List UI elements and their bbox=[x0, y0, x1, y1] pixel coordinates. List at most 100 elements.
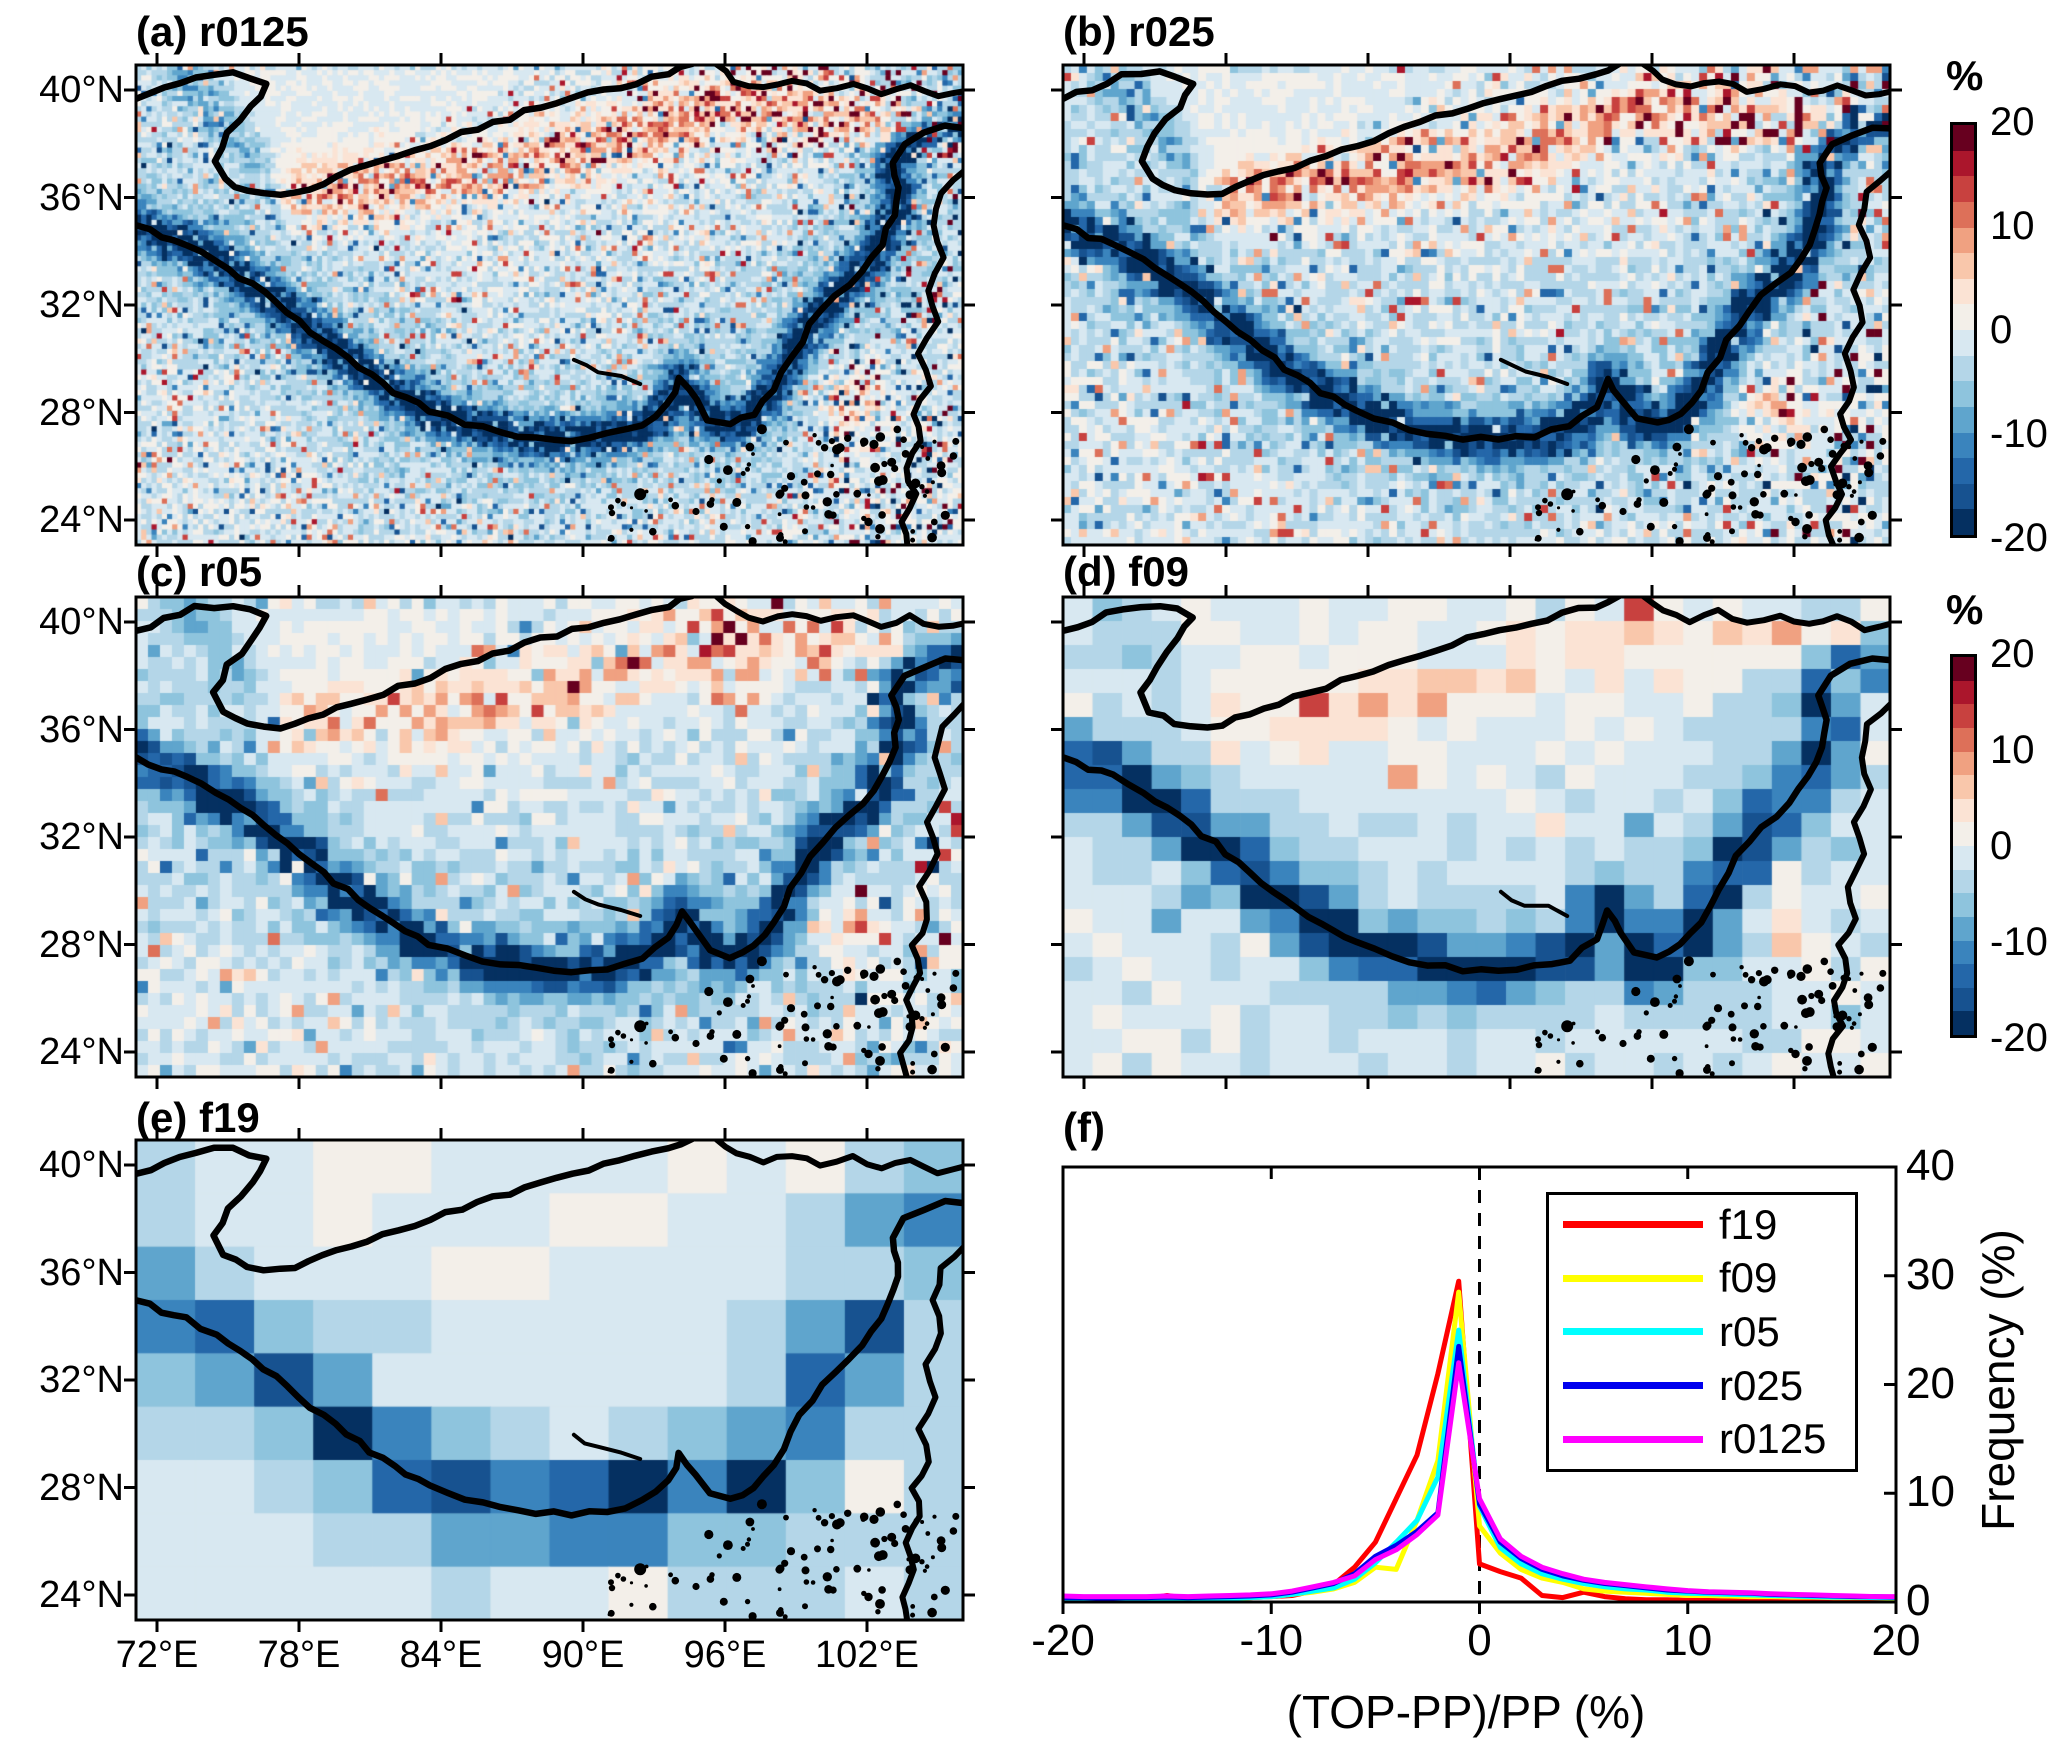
contour-dot bbox=[801, 1566, 810, 1575]
lon-tick-label: 90°E bbox=[541, 1634, 625, 1676]
contour-dot bbox=[930, 1012, 935, 1017]
lat-tick-label: 28°N bbox=[39, 1466, 124, 1509]
contour-dot bbox=[1788, 515, 1794, 522]
contour-dot bbox=[634, 1563, 647, 1576]
contour-dot bbox=[861, 515, 867, 522]
panel-b-title: (b) r025 bbox=[1063, 8, 1215, 55]
contour-dot bbox=[1739, 433, 1744, 438]
contour-dot bbox=[1547, 1033, 1554, 1039]
contour-dot bbox=[1788, 1047, 1794, 1054]
contour-dot bbox=[835, 443, 845, 453]
contour-dot bbox=[1849, 493, 1854, 498]
contour-dot bbox=[1837, 1069, 1843, 1075]
contour-dot bbox=[732, 1572, 742, 1582]
contour-dot bbox=[709, 1029, 715, 1035]
elevation-contour bbox=[571, 1432, 643, 1461]
contour-dot bbox=[853, 1021, 862, 1030]
contour-dot bbox=[1786, 969, 1796, 979]
legend-label: r05 bbox=[1719, 1307, 1780, 1355]
contour-dot bbox=[1576, 527, 1584, 536]
contour-dot bbox=[949, 452, 958, 460]
contour-dot bbox=[919, 484, 925, 490]
elevation-contour bbox=[136, 122, 963, 445]
contour-dot bbox=[1556, 527, 1561, 532]
contour-dot bbox=[1739, 965, 1744, 970]
elevation-contour bbox=[1640, 65, 1890, 99]
contour-dot bbox=[1832, 1022, 1842, 1032]
contour-dot bbox=[608, 1579, 614, 1586]
contour-dot bbox=[608, 1036, 614, 1043]
contour-dot bbox=[1598, 1033, 1607, 1042]
contour-dot bbox=[1797, 462, 1807, 473]
contour-dot bbox=[925, 456, 931, 461]
contour-dot bbox=[786, 1547, 796, 1556]
contour-dot bbox=[616, 1031, 621, 1036]
contour-dot bbox=[1879, 969, 1887, 977]
contour-dot bbox=[859, 1512, 869, 1522]
contour-dot bbox=[820, 1519, 829, 1527]
contour-dot bbox=[782, 1614, 788, 1620]
contour-dot bbox=[875, 1609, 881, 1615]
contour-dot bbox=[800, 1010, 808, 1018]
contour-dot bbox=[1757, 463, 1761, 468]
contour-dot bbox=[1659, 1029, 1669, 1039]
contour-dot bbox=[1859, 971, 1864, 976]
colorbar-segment bbox=[1953, 869, 1974, 894]
elevation-contour bbox=[136, 1197, 963, 1519]
contour-dot bbox=[775, 1565, 784, 1574]
contour-dot bbox=[1672, 442, 1682, 452]
contour-dot bbox=[1846, 1016, 1852, 1022]
contour-dot bbox=[629, 1581, 634, 1585]
contour-dot bbox=[922, 1568, 928, 1573]
contour-dot bbox=[924, 1564, 930, 1569]
contour-dot bbox=[833, 1023, 840, 1030]
contour-dot bbox=[1709, 539, 1715, 545]
colorbar-segment bbox=[1953, 704, 1974, 728]
contour-dot bbox=[1820, 957, 1829, 966]
contour-dot bbox=[1791, 1049, 1800, 1059]
contour-dot bbox=[744, 1055, 751, 1062]
lat-tick-label: 36°N bbox=[39, 1251, 124, 1294]
elevation-contour bbox=[1825, 700, 1890, 1077]
colorbar-segment bbox=[1953, 355, 1974, 382]
contour-dot bbox=[704, 986, 714, 997]
y-tick-label: 40 bbox=[1906, 1141, 1955, 1190]
contour-dot bbox=[803, 504, 810, 510]
contour-dot bbox=[1867, 510, 1877, 520]
contour-dot bbox=[1857, 1050, 1865, 1058]
contour-dot bbox=[704, 454, 714, 465]
contour-dot bbox=[740, 1546, 746, 1551]
colorbar-segment bbox=[1953, 893, 1974, 917]
contour-dot bbox=[616, 499, 621, 504]
contour-dot bbox=[716, 1010, 722, 1016]
contour-dot bbox=[1636, 1029, 1642, 1035]
contour-dot bbox=[692, 507, 700, 516]
x-axis-title: (TOP-PP)/PP (%) bbox=[1286, 1686, 1646, 1738]
contour-dot bbox=[937, 1000, 947, 1010]
contour-dot bbox=[1857, 480, 1862, 485]
contour-dot bbox=[800, 1553, 808, 1561]
colorbar-segment bbox=[1953, 125, 1974, 151]
colorbar-1 bbox=[1950, 122, 1977, 538]
contour-dot bbox=[1876, 984, 1885, 992]
contour-dot bbox=[900, 968, 907, 975]
contour-dot bbox=[901, 1525, 910, 1533]
contour-dot bbox=[1751, 510, 1760, 519]
contour-dot bbox=[1762, 975, 1772, 985]
contour-dot bbox=[745, 1541, 750, 1547]
contour-dot bbox=[671, 1033, 680, 1042]
elevation-contour bbox=[136, 655, 963, 976]
contour-dot bbox=[853, 1564, 862, 1573]
contour-dot bbox=[875, 524, 885, 534]
contour-dot bbox=[900, 1511, 907, 1518]
contour-dot bbox=[937, 468, 947, 478]
contour-dot bbox=[878, 1586, 886, 1594]
contour-dot bbox=[844, 1509, 852, 1517]
contour-dot bbox=[1818, 996, 1826, 1005]
colorbar-segment bbox=[1953, 987, 1974, 1012]
contour-dot bbox=[1646, 522, 1655, 531]
contour-dot bbox=[746, 462, 752, 467]
contour-dot bbox=[867, 1025, 871, 1029]
contour-dot bbox=[1864, 468, 1874, 478]
contour-dot bbox=[1802, 964, 1813, 974]
